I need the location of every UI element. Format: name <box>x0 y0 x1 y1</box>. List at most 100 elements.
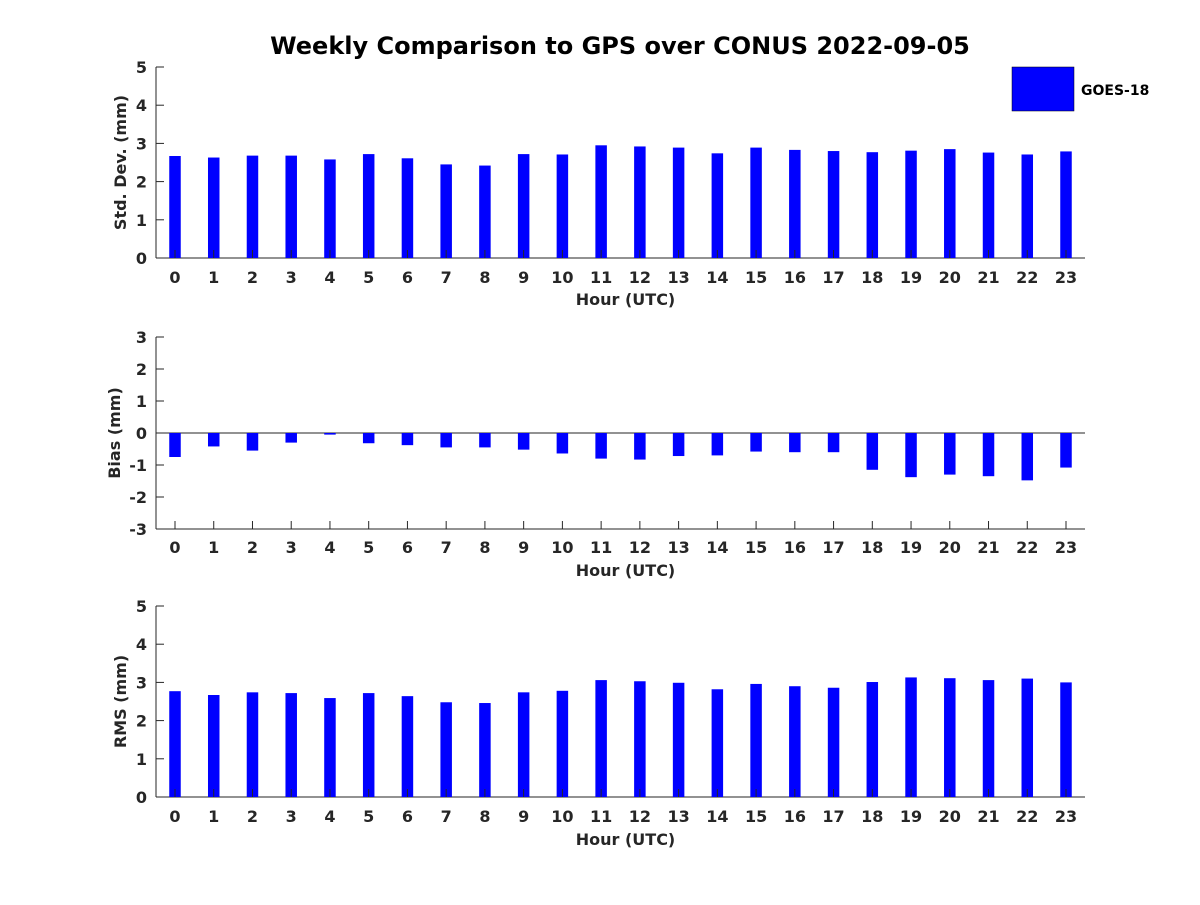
rms-bar-8 <box>479 703 491 797</box>
chart-title: Weekly Comparison to GPS over CONUS 2022… <box>270 32 970 60</box>
bias-bar-6 <box>401 433 414 446</box>
bias-x-tick-label: 6 <box>402 538 413 557</box>
rms-bar-7 <box>440 702 452 797</box>
bias-bar-10 <box>556 433 569 454</box>
std-dev-x-tick-label: 11 <box>590 268 612 287</box>
bias-bar-7 <box>440 433 452 448</box>
bias-x-tick-label: 19 <box>900 538 922 557</box>
bias-bar-14 <box>711 433 724 456</box>
std-dev-x-tick-label: 6 <box>402 268 413 287</box>
bias-bar-18 <box>866 433 879 470</box>
rms-x-tick-label: 1 <box>208 807 219 826</box>
bias-bar-4 <box>324 433 336 435</box>
rms-bar-17 <box>827 687 840 797</box>
rms-y-tick-label: 4 <box>136 635 147 654</box>
bias-bar-0 <box>169 433 181 457</box>
std-dev-x-tick-label: 0 <box>169 268 180 287</box>
std-dev-bar-0 <box>169 156 181 258</box>
std-dev-x-tick-label: 8 <box>479 268 490 287</box>
bias-bar-22 <box>1021 433 1034 481</box>
std-dev-bar-19 <box>905 150 917 258</box>
bias-bar-8 <box>479 433 491 448</box>
bias-bar-2 <box>246 433 259 451</box>
rms-x-tick-label: 15 <box>745 807 767 826</box>
std-dev-x-tick-label: 7 <box>441 268 452 287</box>
std-dev-x-tick-label: 19 <box>900 268 922 287</box>
rms-bar-15 <box>750 683 762 797</box>
rms-x-tick-label: 13 <box>667 807 689 826</box>
bias-x-tick-label: 4 <box>324 538 335 557</box>
std-dev-x-tick-label: 22 <box>1016 268 1038 287</box>
std-dev-bar-10 <box>556 154 569 258</box>
std-dev-bar-12 <box>634 146 646 258</box>
rms-x-tick-label: 11 <box>590 807 612 826</box>
std-dev-x-tick-label: 9 <box>518 268 529 287</box>
bias-x-tick-label: 0 <box>169 538 180 557</box>
std-dev-x-tick-label: 21 <box>977 268 999 287</box>
std-dev-x-tick-label: 4 <box>324 268 335 287</box>
std-dev-x-tick-label: 13 <box>667 268 689 287</box>
std-dev-x-tick-label: 17 <box>822 268 844 287</box>
bias-y-axis-label: Bias (mm) <box>105 387 124 479</box>
std-dev-x-tick-label: 10 <box>551 268 573 287</box>
rms-y-tick-label: 2 <box>136 712 147 731</box>
rms-x-axis-label: Hour (UTC) <box>576 830 676 849</box>
std-dev-y-tick-label: 1 <box>136 211 147 230</box>
std-dev-bar-8 <box>479 165 491 258</box>
bias-bar-9 <box>517 433 530 450</box>
rms-y-tick-label: 1 <box>136 750 147 769</box>
rms-y-tick-label: 0 <box>136 788 147 807</box>
bias-x-tick-label: 13 <box>667 538 689 557</box>
bias-x-tick-label: 16 <box>784 538 806 557</box>
rms-bar-10 <box>556 690 569 797</box>
rms-x-tick-label: 21 <box>977 807 999 826</box>
rms-bar-18 <box>866 682 879 797</box>
rms-bar-19 <box>905 677 917 797</box>
bias-x-axis-label: Hour (UTC) <box>576 561 676 580</box>
rms-bar-20 <box>944 678 956 797</box>
bias-bar-3 <box>285 433 297 443</box>
std-dev-bar-3 <box>285 155 297 258</box>
bias-x-tick-label: 8 <box>479 538 490 557</box>
std-dev-x-tick-label: 18 <box>861 268 883 287</box>
bias-y-tick-label: -2 <box>129 488 147 507</box>
rms-bar-14 <box>711 689 724 797</box>
rms-x-tick-label: 5 <box>363 807 374 826</box>
rms-x-tick-label: 22 <box>1016 807 1038 826</box>
rms-bar-6 <box>401 696 414 797</box>
legend: GOES-18 <box>1011 66 1149 112</box>
rms-y-tick-label: 3 <box>136 673 147 692</box>
rms-bar-0 <box>169 691 181 797</box>
rms-x-tick-label: 0 <box>169 807 180 826</box>
bias-bar-17 <box>827 433 840 453</box>
std-dev-x-tick-label: 1 <box>208 268 219 287</box>
rms-x-tick-label: 2 <box>247 807 258 826</box>
std-dev-x-tick-label: 14 <box>706 268 728 287</box>
bias-x-tick-label: 3 <box>286 538 297 557</box>
rms-bar-13 <box>672 682 685 797</box>
std-dev-y-tick-label: 4 <box>136 96 147 115</box>
std-dev-bar-5 <box>362 154 375 258</box>
bias-bar-19 <box>905 433 917 478</box>
rms-bar-22 <box>1021 678 1034 797</box>
bias-x-tick-label: 2 <box>247 538 258 557</box>
rms-y-tick-label: 5 <box>136 597 147 616</box>
rms-x-tick-label: 12 <box>629 807 651 826</box>
legend-swatch-goes-18 <box>1011 66 1075 112</box>
rms-x-tick-label: 8 <box>479 807 490 826</box>
bias-y-tick-label: 3 <box>136 328 147 347</box>
std-dev-x-tick-label: 12 <box>629 268 651 287</box>
rms-bar-4 <box>324 698 336 797</box>
std-dev-y-axis-label: Std. Dev. (mm) <box>111 95 130 230</box>
std-dev-bar-16 <box>789 149 801 258</box>
std-dev-bar-1 <box>207 157 220 258</box>
bias-x-tick-label: 1 <box>208 538 219 557</box>
std-dev-x-tick-label: 20 <box>939 268 961 287</box>
bias-x-tick-label: 23 <box>1055 538 1077 557</box>
bias-bar-5 <box>362 433 375 444</box>
rms-bar-21 <box>982 680 995 797</box>
